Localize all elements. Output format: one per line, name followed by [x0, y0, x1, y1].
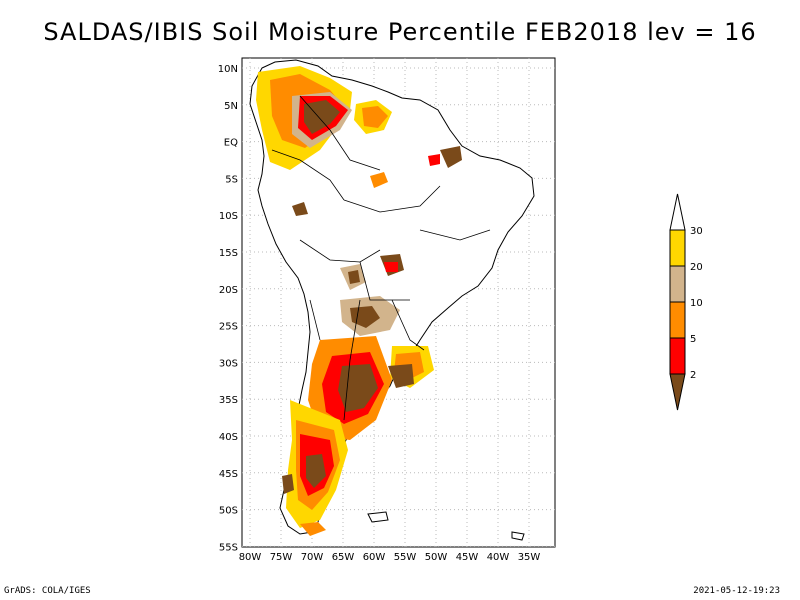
- lat-tick-label: EQ: [224, 138, 238, 149]
- colorbar-segment: [669, 301, 686, 339]
- colorbar-segment: [669, 337, 686, 375]
- lat-tick-label: 15S: [219, 248, 238, 259]
- colorbar-level-label: 5: [690, 334, 696, 345]
- lon-tick-label: 80W: [239, 552, 262, 563]
- lat-tick-label: 20S: [219, 285, 238, 296]
- colorbar-top-triangle: [669, 193, 686, 231]
- lat-tick-label: 10N: [218, 64, 238, 75]
- lon-tick-label: 35W: [518, 552, 541, 563]
- colorbar-level-label: 30: [690, 226, 703, 237]
- colorbar: 30 20 10 5 2: [669, 193, 703, 411]
- colorbar-level-label: 10: [690, 298, 703, 309]
- lon-tick-label: 45W: [456, 552, 479, 563]
- latitude-labels: 10N 5N EQ 5S 10S 15S 20S 25S 30S 35S 40S 45S 50S 55S: [218, 64, 238, 553]
- lat-tick-label: 30S: [219, 358, 238, 369]
- lon-tick-label: 40W: [487, 552, 510, 563]
- colorbar-segment: [669, 265, 686, 303]
- footer-timestamp: 2021-05-12-19:23: [693, 586, 780, 596]
- lat-tick-label: 50S: [219, 506, 238, 517]
- lat-tick-label: 55S: [219, 542, 238, 553]
- lat-tick-label: 35S: [219, 395, 238, 406]
- lon-tick-label: 70W: [301, 552, 324, 563]
- lon-tick-label: 50W: [425, 552, 448, 563]
- lat-tick-label: 25S: [219, 322, 238, 333]
- lat-tick-label: 10S: [219, 211, 238, 222]
- lon-tick-label: 60W: [363, 552, 386, 563]
- lat-tick-label: 45S: [219, 469, 238, 480]
- lat-tick-label: 40S: [219, 432, 238, 443]
- colorbar-level-label: 2: [690, 370, 696, 381]
- colorbar-bottom-triangle: [669, 373, 686, 411]
- lon-tick-label: 65W: [332, 552, 355, 563]
- footer-credit: GrADS: COLA/IGES: [4, 586, 91, 596]
- percentile-patches: [256, 66, 525, 541]
- map-title: SALDAS/IBIS Soil Moisture Percentile FEB…: [43, 18, 757, 46]
- lat-tick-label: 5N: [224, 101, 238, 112]
- lon-tick-label: 75W: [270, 552, 293, 563]
- longitude-labels: 80W 75W 70W 65W 60W 55W 50W 45W 40W 35W: [239, 552, 541, 563]
- lat-tick-label: 5S: [225, 174, 238, 185]
- country-borders: [271, 95, 491, 421]
- colorbar-segment: [669, 229, 686, 267]
- lon-tick-label: 55W: [394, 552, 417, 563]
- colorbar-level-label: 20: [690, 262, 703, 273]
